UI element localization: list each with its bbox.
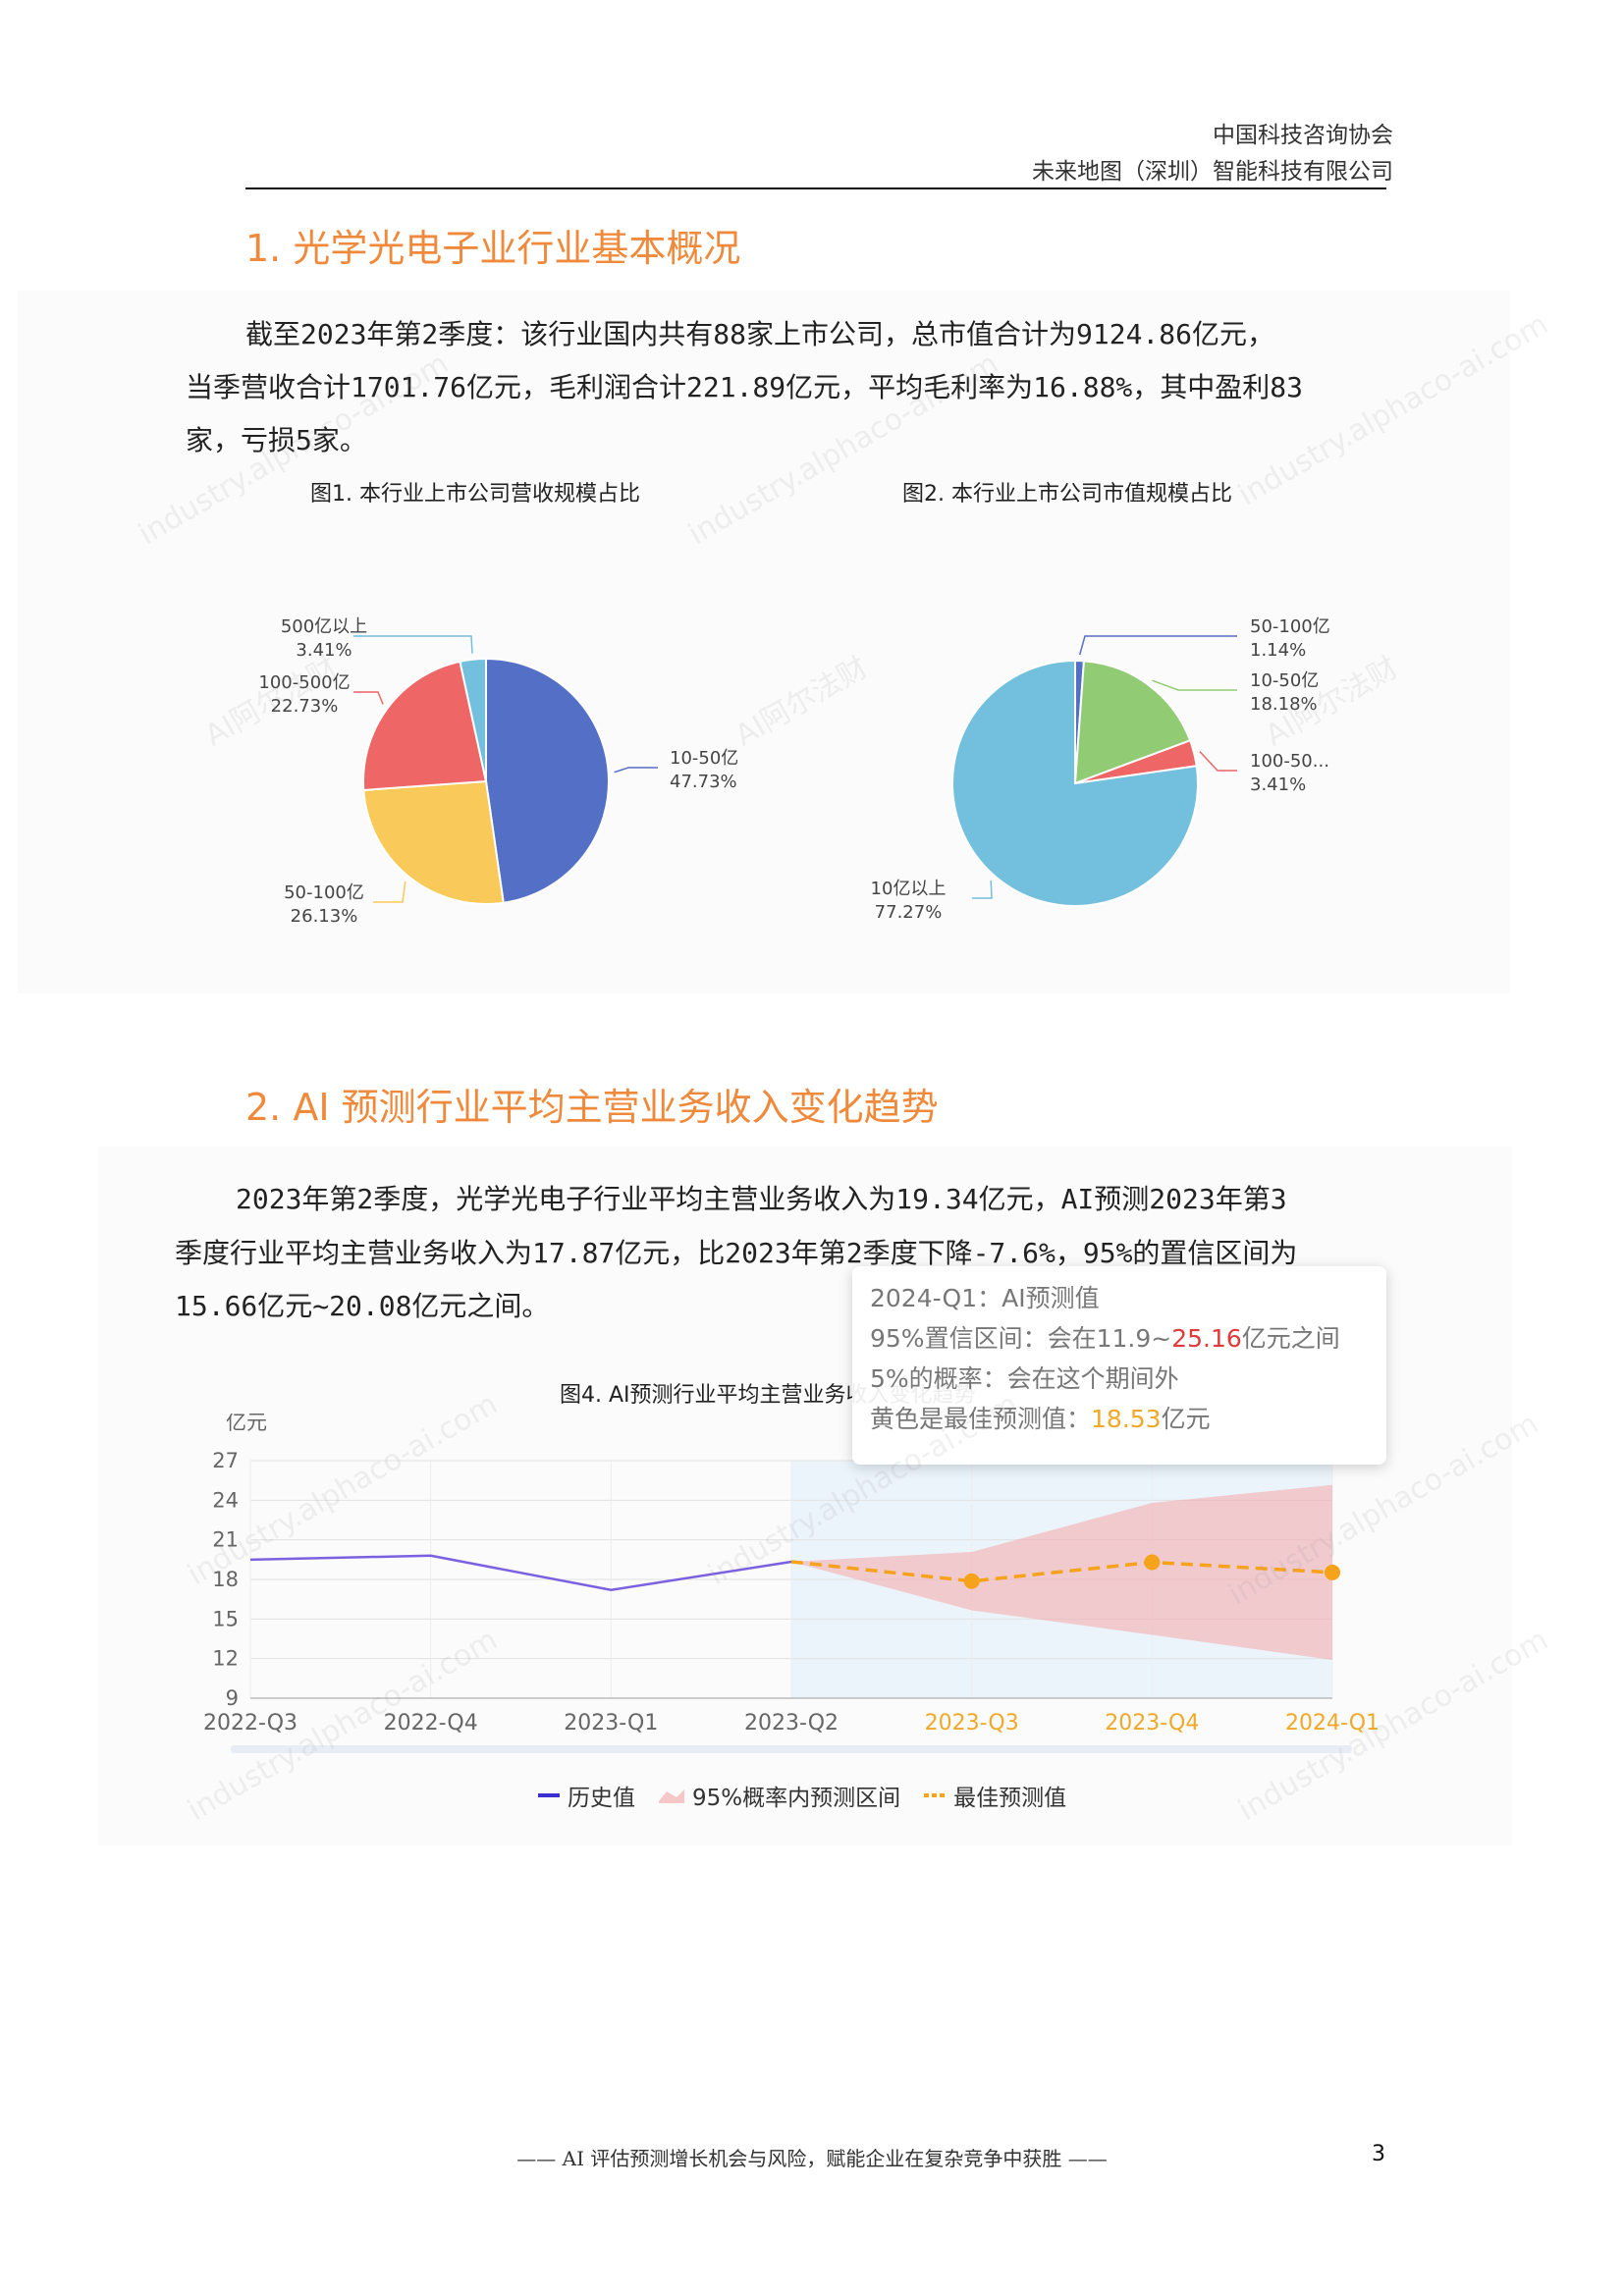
- legend-interval-label: 95%概率内预测区间: [692, 1786, 901, 1811]
- pie-leader-line: [1199, 751, 1237, 772]
- y-tick-label: 9: [226, 1686, 239, 1710]
- history-line: [249, 1554, 792, 1592]
- pie-slice[interactable]: [459, 657, 487, 782]
- x-tick-label: 2023-Q2: [744, 1711, 839, 1735]
- section-1-title: 1. 光学光电子业行业基本概况: [245, 227, 741, 270]
- section-2-line-1: 2023年第2季度，光学光电子行业平均主营业务收入为19.34亿元，AI预测20…: [236, 1183, 1287, 1215]
- pie-slice-value: 26.13%: [291, 906, 358, 927]
- section-2-title: 2. AI 预测行业平均主营业务收入变化趋势: [245, 1086, 939, 1129]
- pie-leader-line: [1152, 679, 1237, 691]
- section-2-line-2: 季度行业平均主营业务收入为17.87亿元，比2023年第2季度下降-7.6%，9…: [175, 1237, 1298, 1269]
- forecast-point[interactable]: [963, 1573, 980, 1589]
- pie-slice-value: 1.14%: [1250, 640, 1306, 661]
- chart-tooltip: 2024-Q1：AI预测值 95%置信区间：会在11.9~25.16亿元之间 5…: [852, 1266, 1386, 1465]
- y-tick-label: 15: [212, 1607, 239, 1630]
- legend-interval[interactable]: 95%概率内预测区间: [659, 1779, 900, 1812]
- section-1-line-2: 当季营收合计1701.76亿元，毛利润合计221.89亿元，平均毛利率为16.8…: [186, 371, 1304, 403]
- forecast-line: [790, 1560, 1333, 1583]
- tooltip-outside-note: 5%的概率：会在这个期间外: [870, 1364, 1179, 1393]
- pie-slice-label: 500亿以上: [281, 616, 367, 637]
- legend-interval-swatch: [659, 1789, 684, 1803]
- pie-slice-value: 3.41%: [296, 640, 352, 661]
- pie-slice[interactable]: [485, 657, 610, 904]
- x-tick-label: 2023-Q4: [1105, 1711, 1199, 1735]
- pie-slice-value: 18.18%: [1250, 694, 1318, 715]
- x-tick-label: 2023-Q3: [925, 1711, 1019, 1735]
- tooltip-title: 2024-Q1：AI预测值: [870, 1284, 1100, 1312]
- x-tick-label: 2022-Q4: [384, 1711, 478, 1735]
- tooltip-best: 黄色是最佳预测值：18.53亿元: [870, 1399, 1369, 1439]
- y-axis-unit: 亿元: [226, 1414, 267, 1434]
- pie-leader-line: [353, 635, 473, 654]
- legend-history-label: 历史值: [568, 1786, 635, 1811]
- section-1-line-3: 家，亏损5家。: [186, 424, 367, 456]
- header-rule: [245, 187, 1386, 189]
- legend-forecast[interactable]: 最佳预测值: [924, 1779, 1066, 1812]
- pie-slice-label: 50-100亿: [284, 882, 364, 903]
- pie-slice-value: 77.27%: [875, 902, 943, 923]
- pie-slice-label: 10亿以上: [871, 879, 947, 899]
- pie-chart-revenue: 10-50亿 47.73% 50-100亿 26.13% 100-500亿 22.73% 5…: [258, 616, 738, 927]
- pie-1-title: 图1. 本行业上市公司营收规模占比: [310, 482, 640, 507]
- pie-slice-label: 10-50亿: [670, 748, 738, 769]
- chart-legend: 历史值 95%概率内预测区间 最佳预测值: [538, 1779, 1066, 1812]
- pie-slice[interactable]: [362, 779, 505, 905]
- legend-forecast-label: 最佳预测值: [953, 1786, 1067, 1811]
- pie-chart-market-cap: 50-100亿 1.14% 10-50亿 18.18% 100-50...3.41% 10…: [871, 616, 1330, 923]
- pie-leader-line: [1078, 635, 1237, 656]
- y-tick-label: 21: [212, 1528, 239, 1552]
- zoom-slider-track[interactable]: [231, 1745, 1352, 1753]
- section-1-line-1: 截至2023年第2季度：该行业国内共有88家上市公司，总市值合计为9124.86…: [245, 318, 1275, 350]
- legend-history-swatch: [538, 1793, 560, 1797]
- page-number: 3: [1372, 2142, 1385, 2166]
- pie-slice-label: 50-100亿: [1250, 616, 1330, 637]
- tooltip-interval-suffix: 亿元之间: [1241, 1324, 1340, 1353]
- section-2-line-3: 15.66亿元~20.08亿元之间。: [175, 1290, 550, 1322]
- forecast-point[interactable]: [1144, 1554, 1161, 1571]
- page-footer: —— AI 评估预测增长机会与风险，赋能企业在复杂竞争中获胜 ——: [516, 2147, 1108, 2170]
- tooltip-interval: 95%置信区间：会在11.9~25.16亿元之间: [870, 1318, 1369, 1359]
- pie-2-title: 图2. 本行业上市公司市值规模占比: [902, 482, 1232, 507]
- pie-leader-line: [972, 880, 993, 899]
- pie-slice[interactable]: [951, 659, 1199, 907]
- pie-slice-value: 22.73%: [271, 696, 339, 717]
- pie-slice-value: 47.73%: [670, 772, 737, 792]
- pie-leader-line: [373, 881, 406, 903]
- y-tick-label: 12: [212, 1647, 239, 1671]
- tooltip-best-prefix: 黄色是最佳预测值：: [870, 1405, 1092, 1433]
- section-1-panel: [18, 291, 1510, 993]
- y-tick-label: 27: [212, 1449, 239, 1472]
- pie-leader-line: [353, 691, 384, 705]
- forecast-point[interactable]: [1325, 1564, 1340, 1580]
- tooltip-interval-prefix: 95%置信区间：会在11.9~: [870, 1324, 1172, 1353]
- x-tick-label: 2023-Q1: [564, 1711, 658, 1735]
- header-company: 未来地图（深圳）智能科技有限公司: [1032, 159, 1393, 185]
- pie-slice[interactable]: [1073, 660, 1192, 785]
- x-tick-label: 2022-Q3: [203, 1711, 298, 1735]
- line-chart-revenue-forecast: 9 12 15 18 21 24 27 亿元 2022-Q3 2022-Q4 2023-Q1 2023…: [203, 1414, 1380, 1753]
- tooltip-best-suffix: 亿元: [1161, 1405, 1211, 1433]
- y-tick-label: 18: [212, 1568, 239, 1591]
- header-org: 中国科技咨询协会: [1213, 123, 1393, 148]
- pie-slice-label: 100-50...: [1250, 751, 1329, 772]
- legend-forecast-swatch: [924, 1793, 947, 1797]
- pie-slice-label: 10-50亿: [1250, 670, 1319, 691]
- tooltip-best-value: 18.53: [1091, 1405, 1162, 1433]
- pie-slice[interactable]: [362, 660, 488, 792]
- legend-history[interactable]: 历史值: [538, 1779, 635, 1812]
- pie-leader-line: [614, 767, 658, 774]
- pie-slice-label: 100-500亿: [258, 672, 350, 693]
- y-tick-label: 24: [212, 1488, 239, 1512]
- x-tick-label: 2024-Q1: [1285, 1711, 1380, 1735]
- tooltip-interval-upper: 25.16: [1171, 1324, 1242, 1353]
- pie-slice-value: 3.41%: [1250, 774, 1306, 795]
